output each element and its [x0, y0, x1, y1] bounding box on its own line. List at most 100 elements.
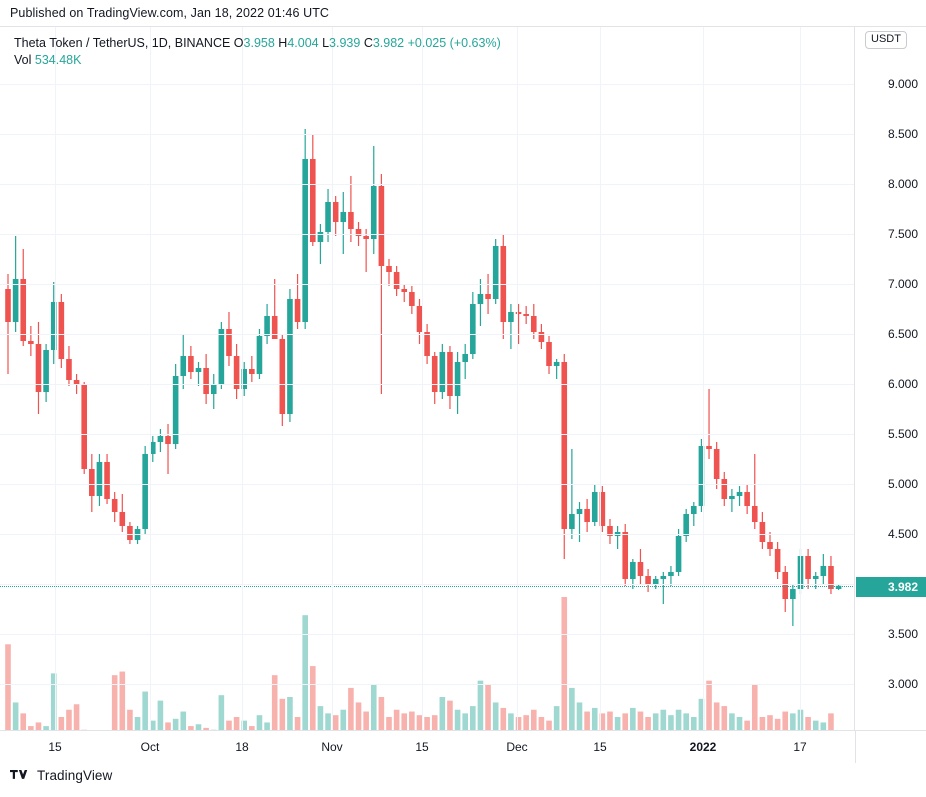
time-axis-tick: Oct — [140, 740, 160, 754]
candle-body — [370, 186, 377, 239]
last-price-badge: 3.982 — [856, 577, 926, 598]
candle-body — [660, 576, 667, 579]
volume-bar — [454, 709, 461, 730]
candle-wick — [578, 502, 581, 542]
candle-body — [233, 356, 240, 389]
candle-body — [104, 462, 110, 499]
candle-wick — [662, 572, 664, 604]
candle-body — [340, 212, 347, 222]
candle-body — [782, 572, 789, 599]
candle-body — [149, 442, 156, 454]
price-axis-tick: 5.000 — [887, 477, 918, 491]
volume-bar — [523, 715, 529, 730]
volume-bar — [355, 702, 362, 730]
candle-body — [348, 212, 354, 229]
candle-body — [736, 492, 743, 496]
candle-body — [50, 302, 57, 350]
legend-symbol[interactable]: Theta Token / TetherUS, 1D, BINANCE — [14, 36, 231, 50]
volume-bar — [759, 717, 766, 730]
candle-body — [820, 566, 827, 576]
legend-open-value: 3.958 — [243, 36, 275, 50]
candle-body — [683, 514, 689, 536]
candle-body — [706, 446, 712, 449]
candle-body — [691, 506, 697, 514]
volume-bar — [751, 684, 758, 730]
candle-body — [325, 202, 331, 232]
candle-wick — [815, 572, 817, 589]
volume-bar — [180, 711, 187, 730]
candle-body — [492, 246, 499, 299]
candle-body — [454, 362, 461, 396]
candle-body — [576, 509, 583, 514]
volume-bar — [660, 709, 667, 730]
volume-bar — [325, 713, 331, 730]
volume-bar — [20, 713, 27, 730]
candle-body — [751, 506, 758, 522]
candle-body — [81, 384, 87, 469]
candle-wick — [342, 192, 344, 254]
candle-body — [569, 514, 575, 529]
chart-plot-area[interactable] — [0, 27, 855, 730]
volume-bar — [767, 715, 773, 730]
volume-bar — [477, 680, 484, 730]
volume-bar — [584, 711, 590, 730]
volume-bar — [12, 702, 19, 730]
volume-bar — [492, 702, 499, 730]
candle-body — [96, 462, 103, 496]
volume-bar — [828, 713, 834, 730]
candle-body — [805, 556, 811, 579]
volume-bar — [424, 717, 430, 730]
volume-bar — [805, 717, 811, 730]
volume-bar — [622, 713, 629, 730]
gridline-horizontal — [0, 284, 854, 285]
gridline-horizontal — [0, 334, 854, 335]
candle-body — [386, 266, 392, 272]
chart-frame: Theta Token / TetherUS, 1D, BINANCE O3.9… — [0, 26, 926, 763]
legend-row-ohlc: Theta Token / TetherUS, 1D, BINANCE O3.9… — [14, 35, 501, 52]
volume-bar — [782, 711, 789, 730]
volume-bar — [668, 715, 674, 730]
candle-body — [530, 316, 537, 332]
legend-high-value: 4.004 — [287, 36, 319, 50]
time-axis[interactable]: 15 Oct 18 Nov 15 Dec 15 2022 17 — [0, 730, 926, 763]
gridline-horizontal — [0, 234, 854, 235]
candle-body — [203, 368, 209, 394]
candle-body — [599, 492, 606, 526]
candle-body — [622, 532, 629, 579]
volume-bar — [546, 720, 552, 730]
candle-body — [241, 369, 248, 389]
gridline-horizontal — [0, 634, 854, 635]
volume-bar — [439, 697, 446, 730]
candle-body — [188, 356, 194, 372]
volume-bar — [515, 717, 522, 730]
volume-bar — [142, 691, 148, 730]
candle-body — [812, 576, 819, 579]
candle-body — [508, 312, 514, 322]
volume-bar — [28, 726, 34, 730]
volume-bar — [50, 673, 57, 730]
candle-body — [210, 384, 217, 394]
candle-body — [416, 306, 423, 332]
volume-bar — [820, 722, 827, 730]
gridline-horizontal — [0, 484, 854, 485]
candle-body — [553, 362, 560, 366]
volume-bar — [409, 711, 415, 730]
candle-body — [378, 186, 385, 266]
candle-wick — [510, 304, 512, 349]
gridline-horizontal — [0, 434, 854, 435]
volume-bar — [340, 709, 347, 730]
candle-wick — [556, 359, 558, 379]
candle-body — [58, 302, 65, 359]
candle-body — [759, 522, 766, 542]
candle-body — [774, 549, 781, 572]
gridline-horizontal — [0, 84, 854, 85]
gridline-horizontal — [0, 134, 854, 135]
price-axis-tick: 6.000 — [887, 377, 918, 391]
price-axis[interactable]: USDT 3.982 9.000 8.500 8.000 7.500 7.000 6.50… — [856, 27, 926, 730]
volume-bar — [58, 717, 65, 730]
volume-bar — [203, 727, 209, 730]
candle-body — [591, 492, 598, 522]
candle-body — [226, 329, 232, 356]
legend-change: +0.025 (+0.63%) — [407, 36, 501, 50]
volume-bar — [271, 675, 278, 730]
